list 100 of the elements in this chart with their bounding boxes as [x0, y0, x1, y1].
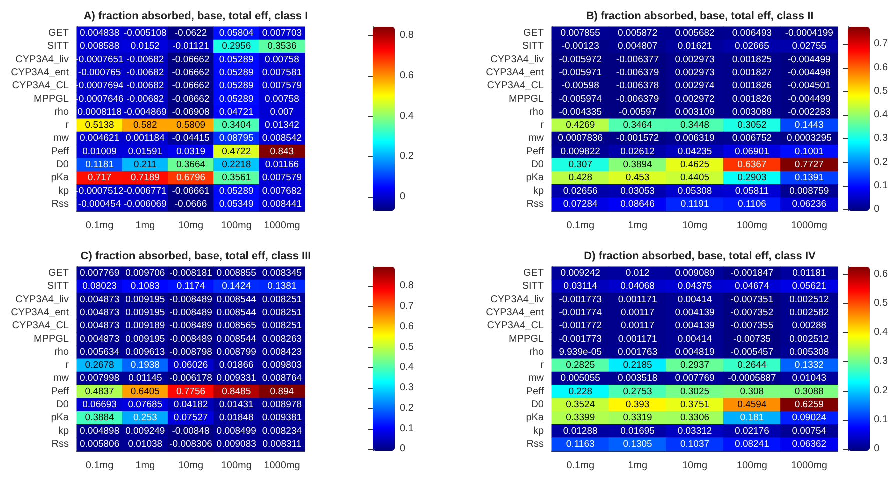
- x-tick-label: 10mg: [682, 220, 708, 232]
- data-label: 0.393: [626, 400, 650, 410]
- data-label: 0.4837: [85, 386, 114, 398]
- color-bar-label: 0.4: [874, 327, 888, 338]
- data-label: 0.3025: [680, 386, 710, 398]
- data-label: 0.001763: [618, 346, 658, 358]
- data-label: 0.1424: [222, 281, 252, 292]
- data-label: 0.009195: [126, 308, 166, 318]
- data-label: 0.004873: [80, 320, 120, 332]
- color-bar-label: 0: [874, 443, 880, 454]
- y-tick-label: r: [66, 120, 70, 132]
- data-label: 0.7756: [176, 386, 206, 398]
- data-label: -0.006377: [616, 54, 660, 66]
- data-label: -0.008489: [170, 320, 212, 332]
- data-label: 0.002973: [675, 54, 715, 66]
- data-label: -0.007352: [730, 308, 774, 318]
- data-label: -0.01121: [172, 41, 210, 52]
- x-tick-label: 0.1mg: [86, 460, 114, 472]
- data-label: -0.00123: [562, 41, 600, 52]
- y-tick-label: SITT: [522, 41, 544, 52]
- data-label: 0.01431: [219, 400, 254, 410]
- data-label: 0.05804: [219, 28, 254, 40]
- data-label: 0.07685: [128, 400, 163, 410]
- y-tick-label: MPPGL: [508, 334, 544, 345]
- y-tick-label: CYP3A4_ent: [11, 308, 70, 318]
- y-tick-label: CYP3A4_ent: [486, 308, 544, 318]
- data-label: 0.001171: [618, 294, 658, 306]
- data-label: 0.1443: [794, 120, 824, 132]
- data-label: 0.008978: [262, 400, 302, 410]
- data-label: 0.001826: [732, 94, 772, 105]
- y-tick-label: GET: [48, 28, 69, 40]
- color-bar-label: 0.2: [874, 156, 888, 168]
- data-label: 0.08023: [82, 281, 117, 292]
- data-label: 0.04721: [219, 106, 254, 118]
- data-label: 0.008542: [262, 133, 302, 144]
- color-bar-label: 0.4: [400, 110, 414, 122]
- data-label: -0.0004199: [785, 28, 834, 40]
- data-label: 0.009189: [126, 320, 166, 332]
- data-label: 0.04674: [735, 281, 770, 292]
- data-label: -0.06662: [172, 68, 210, 78]
- y-tick-label: rho: [530, 346, 544, 358]
- data-label: 0.582: [134, 120, 158, 132]
- x-tick-label: 0.1mg: [566, 220, 594, 232]
- data-label: 0.008251: [262, 320, 302, 332]
- data-label: 0.3448: [680, 120, 710, 132]
- data-label: 0.4269: [566, 120, 596, 132]
- data-label: 0.1381: [268, 281, 297, 292]
- data-label: 0.007579: [262, 80, 302, 92]
- data-label: -0.005974: [559, 94, 602, 105]
- data-label: -0.006379: [616, 94, 660, 105]
- data-label: 0.894: [270, 386, 294, 398]
- data-label: 0.4625: [680, 160, 710, 170]
- data-label: 0.05308: [678, 186, 712, 197]
- data-label: 0.453: [626, 172, 650, 184]
- data-label: 0.0319: [176, 146, 206, 158]
- data-label: 0.002512: [790, 294, 830, 306]
- data-label: -0.06662: [172, 80, 210, 92]
- x-tick-label: 10mg: [682, 460, 708, 472]
- data-label: 0.0007836: [558, 133, 604, 144]
- y-tick-label: MPPGL: [34, 94, 70, 105]
- data-label: 0.008263: [262, 334, 302, 345]
- data-label: 0.211: [134, 160, 157, 170]
- y-tick-label: Rss: [52, 438, 69, 450]
- x-tick-label: 10mg: [178, 460, 204, 472]
- data-label: 0.6405: [130, 386, 160, 398]
- data-label: 0.004139: [675, 320, 715, 332]
- data-label: -0.001847: [730, 268, 774, 280]
- data-label: 0.004873: [80, 308, 120, 318]
- y-tick-label: Peff: [526, 386, 544, 398]
- y-tick-label: r: [540, 120, 545, 132]
- data-label: 0.008544: [216, 334, 256, 345]
- data-label: 0.04235: [678, 146, 712, 158]
- data-label: -0.006378: [616, 80, 660, 92]
- data-label: 0.3751: [680, 400, 710, 410]
- data-label: 0.2825: [566, 360, 596, 372]
- data-label: 0.3404: [222, 120, 252, 132]
- data-label: 0.1174: [176, 281, 206, 292]
- data-label: -0.000454: [78, 198, 122, 210]
- data-label: 0.001826: [732, 80, 772, 92]
- y-tick-label: SITT: [522, 281, 544, 292]
- data-label: 0.181: [740, 412, 764, 424]
- data-label: 0.008565: [216, 320, 256, 332]
- data-label: 0.253: [134, 412, 158, 424]
- data-label: 0.3561: [222, 172, 252, 184]
- data-label: 0.02612: [620, 146, 655, 158]
- y-tick-label: pKa: [51, 412, 70, 424]
- data-label: -0.004498: [788, 68, 831, 78]
- data-label: 0.008251: [262, 294, 302, 306]
- data-label: 0.005634: [80, 346, 120, 358]
- data-label: 0.007769: [80, 268, 120, 280]
- data-label: -0.001572: [616, 133, 660, 144]
- data-label: 0.2644: [738, 360, 767, 372]
- data-label: 0.03312: [678, 426, 712, 437]
- data-label: 0.04182: [174, 400, 208, 410]
- data-label: 0.008311: [262, 438, 302, 450]
- data-label: -0.00682: [126, 54, 164, 66]
- data-label: -0.008489: [170, 334, 212, 345]
- data-label: 0.005806: [80, 438, 120, 450]
- data-label: 0.05289: [219, 80, 254, 92]
- data-label: 0.009331: [216, 373, 256, 384]
